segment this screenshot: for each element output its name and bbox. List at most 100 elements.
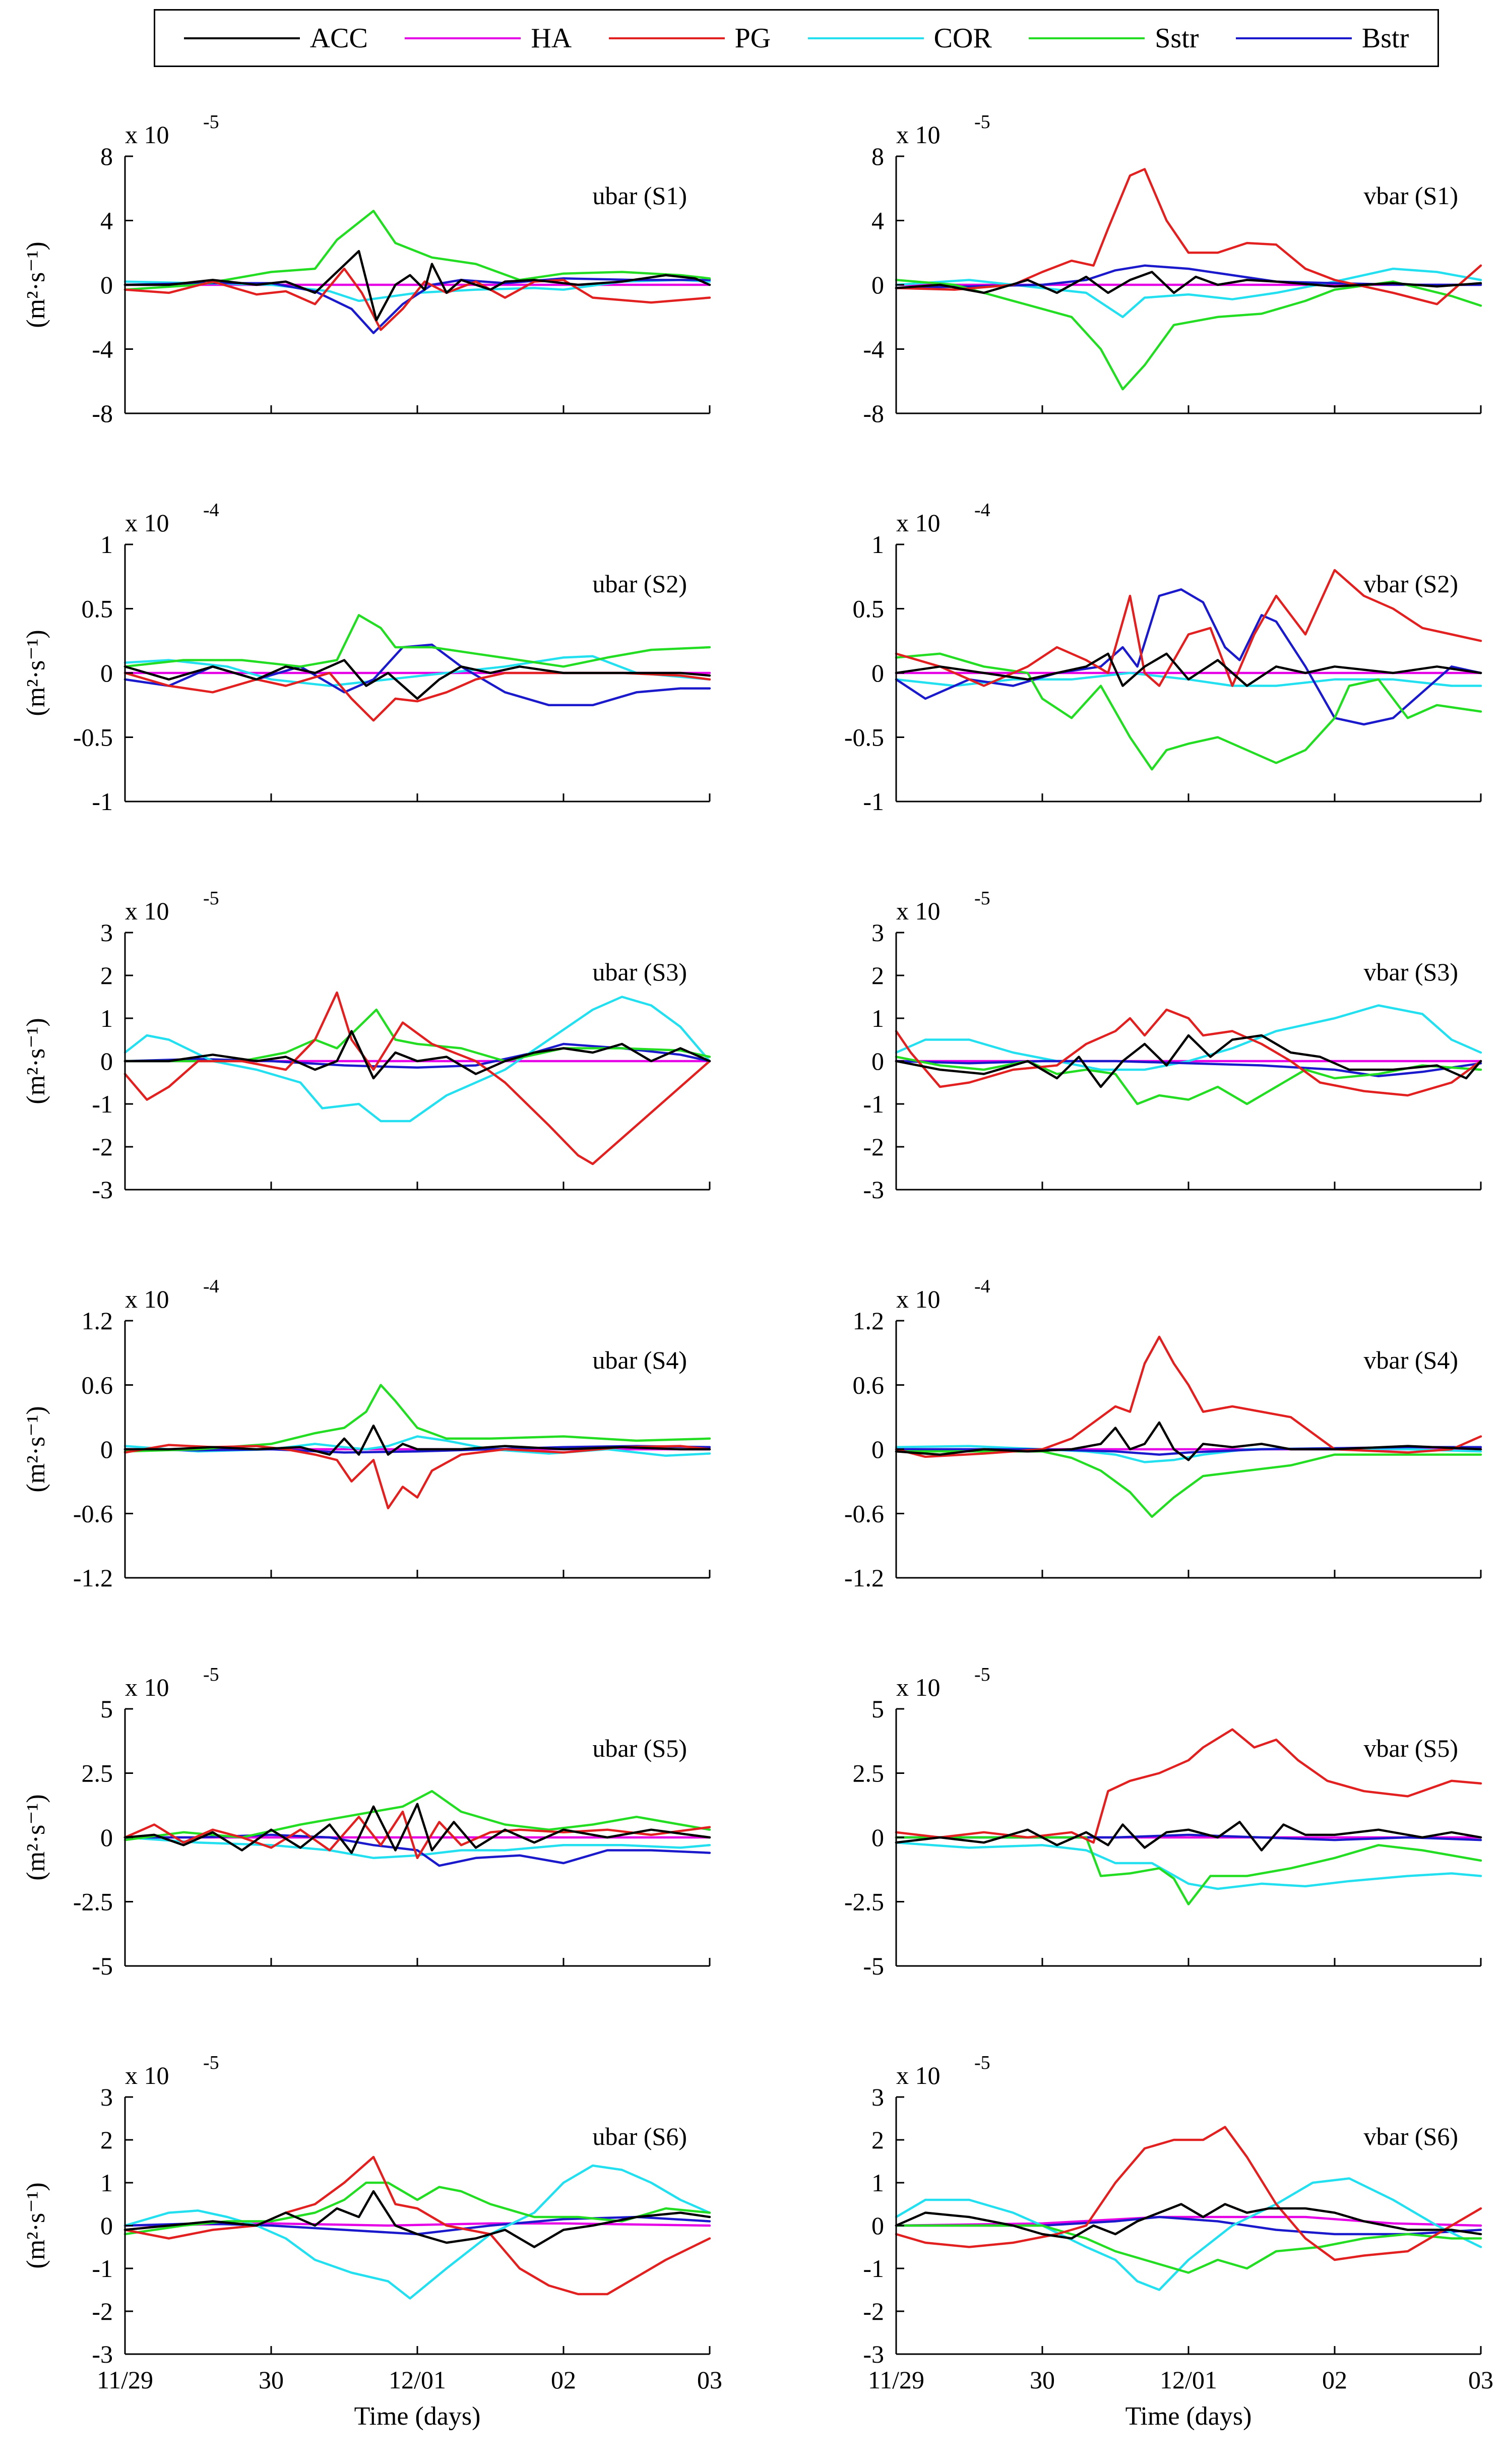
chart-panel-ubar-s1: -8 -4 0 4 8 x 10 -5 ubar (S1) (m²·s⁻¹) (22, 111, 711, 427)
chart-panel-ubar-s2: -1 -0.5 0 0.5 1 x 10 -4 ubar (S2) (m²·s⁻¹) (22, 500, 711, 816)
legend-item-bstr: Bstr (1235, 22, 1409, 54)
panel-title: vbar (S6) (1364, 2122, 1458, 2150)
series-line-ha (895, 2215, 1482, 2227)
panel-title: ubar (S5) (593, 1734, 687, 1762)
x-tick-label: 12/01 (389, 2366, 446, 2394)
y-tick-label: -0.5 (844, 723, 884, 752)
y-tick-label: -3 (863, 1176, 884, 1204)
legend-label: PG (734, 22, 771, 54)
y-tick-label: 3 (871, 918, 884, 947)
y-tick-label: 0 (871, 659, 884, 687)
y-tick-label: 8 (100, 142, 113, 170)
series-line-pg (895, 1335, 1482, 1458)
y-exponent-label: x 10 (125, 1673, 169, 1701)
series-line-bstr (123, 1833, 711, 1867)
y-exponent-label: x 10 (125, 120, 169, 149)
y-exponent-label: x 10 (896, 1285, 941, 1313)
chart-panel-vbar-s2: -1 -0.5 0 0.5 1 x 10 -4 vbar (S2) (844, 500, 1482, 816)
series-line-acc (895, 1421, 1482, 1461)
y-tick-label: 0 (871, 1823, 884, 1852)
panel-title: ubar (S4) (593, 1346, 687, 1374)
x-tick-label: 02 (1322, 2366, 1347, 2394)
y-tick-label: -4 (92, 335, 113, 363)
panel-title: vbar (S2) (1364, 570, 1458, 598)
y-tick-label: -2 (863, 1133, 884, 1161)
panel-title: vbar (S4) (1364, 1346, 1458, 1374)
y-tick-label: -4 (863, 335, 884, 363)
series-line-sstr (123, 2181, 711, 2236)
legend-swatch (807, 37, 924, 39)
series-line-sstr (123, 1008, 711, 1063)
series-line-sstr (895, 279, 1482, 391)
legend-label: Sstr (1155, 22, 1199, 54)
series-line-acc (123, 1803, 711, 1854)
x-tick-label: 30 (259, 2366, 284, 2394)
y-tick-label: 2.5 (82, 1759, 113, 1788)
series-line-sstr (123, 614, 711, 668)
y-tick-label: -1 (863, 787, 884, 816)
y-tick-label: 0 (871, 271, 884, 299)
y-tick-label: -1 (92, 1090, 113, 1118)
y-tick-label: -0.6 (73, 1500, 113, 1528)
legend-label: COR (933, 22, 992, 54)
series-line-cor (895, 1004, 1482, 1071)
y-tick-label: 0 (100, 1047, 113, 1075)
y-tick-label: -2 (863, 2297, 884, 2325)
y-tick-label: 0.6 (853, 1371, 885, 1399)
x-tick-label: 11/29 (868, 2366, 924, 2394)
y-exponent-power: -5 (974, 2052, 990, 2073)
series-line-pg (895, 1728, 1482, 1844)
y-tick-label: 0.6 (82, 1371, 113, 1399)
series-line-acc (123, 659, 711, 700)
x-tick-label: 30 (1030, 2366, 1055, 2394)
chart-panel-vbar-s1: -8 -4 0 4 8 x 10 -5 vbar (S1) (863, 111, 1482, 427)
series-line-pg (123, 991, 711, 1165)
y-exponent-power: -5 (974, 1664, 990, 1685)
y-exponent-power: -5 (203, 2052, 219, 2073)
series-line-pg (123, 267, 711, 331)
y-tick-label: 0 (100, 1823, 113, 1852)
y-exponent-power: -5 (203, 111, 219, 133)
y-tick-label: -1 (863, 1090, 884, 1118)
y-tick-label: 5 (871, 1695, 884, 1723)
y-tick-label: 1 (100, 530, 113, 559)
y-tick-label: -3 (863, 2340, 884, 2368)
series-line-bstr (123, 277, 711, 334)
y-exponent-label: x 10 (125, 897, 169, 925)
y-tick-label: -8 (863, 399, 884, 427)
legend-swatch (1235, 37, 1352, 39)
series-line-sstr (123, 210, 711, 291)
x-axis-label: Time (days) (1125, 2402, 1252, 2431)
series-line-sstr (895, 1450, 1482, 1518)
x-tick-label: 03 (697, 2366, 722, 2394)
legend-label: Bstr (1361, 22, 1409, 54)
y-axis-label: (m²·s⁻¹) (22, 1794, 50, 1880)
legend-item-cor: COR (807, 22, 992, 54)
panel-title: vbar (S3) (1364, 958, 1458, 986)
series-line-acc (895, 1034, 1482, 1088)
y-tick-label: 0 (871, 1047, 884, 1075)
y-axis-label: (m²·s⁻¹) (22, 241, 50, 328)
x-axis-label: Time (days) (354, 2402, 481, 2431)
y-tick-label: -2.5 (73, 1888, 113, 1916)
y-exponent-power: -5 (203, 1664, 219, 1685)
y-exponent-label: x 10 (896, 2061, 941, 2089)
series-line-sstr (895, 652, 1482, 771)
chart-panel-ubar-s6: -3 -2 -1 0 1 2 3 11/29 30 12/01 02 03 x 10 -5 ubar (S6… (22, 2052, 722, 2431)
panel-title: ubar (S2) (593, 570, 687, 598)
y-axis-label: (m²·s⁻¹) (22, 630, 50, 716)
series-line-cor (895, 267, 1482, 319)
y-tick-label: -1 (92, 2254, 113, 2283)
y-tick-label: 1 (100, 1004, 113, 1032)
y-tick-label: 0 (100, 659, 113, 687)
legend-item-ha: HA (405, 22, 572, 54)
y-tick-label: 0 (871, 1435, 884, 1463)
series-line-cor (895, 2177, 1482, 2291)
y-exponent-power: -4 (974, 500, 990, 521)
y-tick-label: 0 (100, 271, 113, 299)
y-tick-label: -3 (92, 1176, 113, 1204)
series-line-cor (123, 996, 711, 1123)
panel-title: vbar (S1) (1364, 181, 1458, 210)
y-exponent-power: -4 (974, 1276, 990, 1297)
